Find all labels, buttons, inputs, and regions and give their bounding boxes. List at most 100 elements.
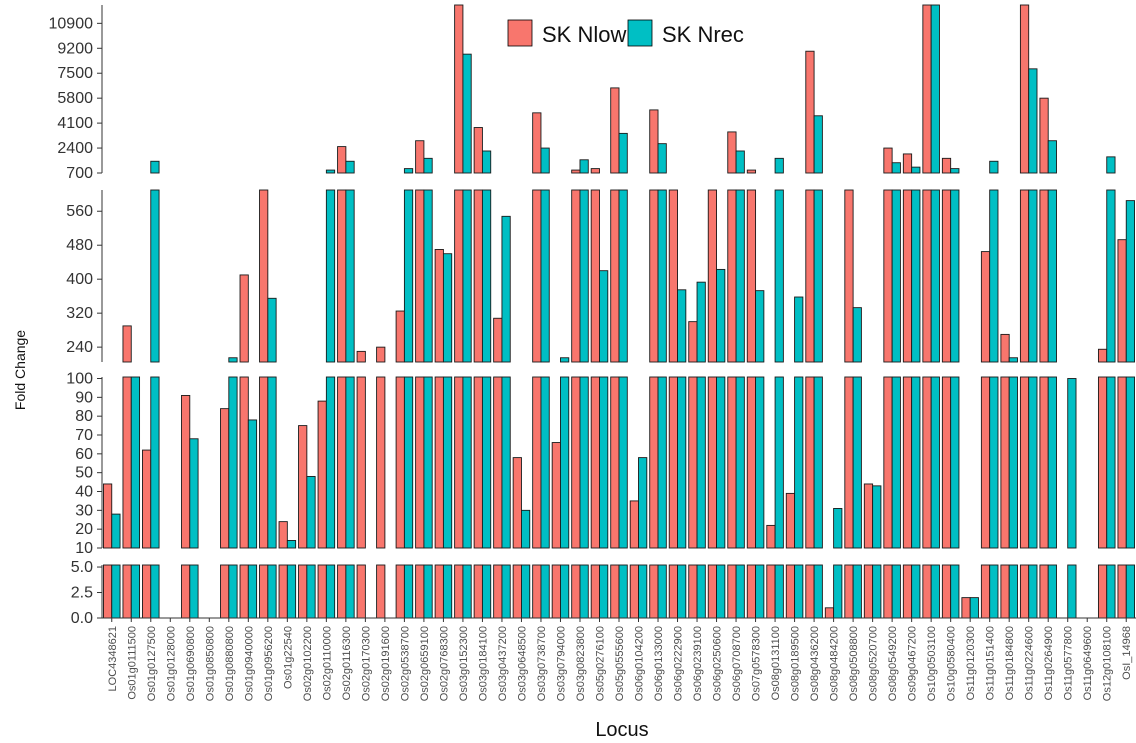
bar-sk-nrec-os03g0794000-panel-1	[560, 564, 570, 619]
bar-sk-nlow-os01g0690800-panel-2	[181, 395, 191, 549]
x-tick-label-os02g0110000: Os02g0110000	[321, 626, 333, 700]
bar-sk-nlow-osi-14968-panel-3	[1117, 239, 1127, 363]
bar-sk-nlow-os06g0222900-panel-3	[668, 189, 678, 363]
bar-sk-nrec-os08g0508800-panel-1	[852, 564, 862, 619]
y-tick-label-5-0: 5.0	[71, 559, 93, 576]
bar-sk-nlow-os01g0940000-panel-1	[239, 564, 249, 619]
bar-sk-nlow-os11g0224600-panel-1	[1019, 564, 1030, 619]
bar-sk-nlow-os08g0436200-panel-2	[805, 376, 815, 549]
bar-sk-nrec-os02g0538700-panel-1	[403, 564, 414, 619]
bar-sk-nrec-loc4348621-panel-1	[111, 564, 121, 619]
bar-sk-nlow-os10g0503100-panel-1	[922, 564, 932, 619]
x-tick-label-os02g0768300: Os02g0768300	[438, 626, 450, 701]
bar-sk-nlow-os06g0708700-panel-1	[727, 564, 737, 619]
bar-sk-nrec-os06g0133000-panel-2	[657, 376, 667, 549]
bar-sk-nrec-os05g0276100-panel-1	[599, 564, 609, 619]
bar-sk-nrec-os09g0467200-panel-2	[911, 376, 921, 549]
bar-sk-nrec-os03g0152300-panel-2	[462, 376, 472, 549]
x-tick-label-os01g0880800: Os01g0880800	[224, 626, 236, 701]
x-tick-label-os08g0520700: Os08g0520700	[868, 626, 880, 701]
bar-sk-nrec-os10g0503100-panel-3	[930, 189, 940, 363]
bar-sk-nrec-os08g0549200-panel-1	[891, 564, 901, 619]
bar-sk-nrec-os11g0264900-panel-4	[1047, 140, 1057, 174]
x-tick-label-os03g0184100: Os03g0184100	[477, 626, 489, 701]
x-tick-label-os10g0580400: Os10g0580400	[946, 626, 958, 701]
bar-sk-nlow-os01g0690800-panel-1	[181, 564, 191, 619]
bar-sk-nlow-os11g0264900-panel-4	[1039, 97, 1049, 174]
bar-sk-nrec-os10g0580400-panel-2	[950, 376, 960, 549]
x-tick-label-os05g0555600: Os05g0555600	[614, 626, 626, 701]
bar-sk-nlow-os01g0956200-panel-3	[259, 189, 269, 363]
x-tick-label-os02g0170300: Os02g0170300	[360, 626, 372, 701]
bar-sk-nrec-os03g0184100-panel-4	[481, 150, 492, 174]
bar-sk-nrec-os02g0538700-panel-3	[403, 189, 414, 363]
bar-sk-nlow-os06g0239100-panel-1	[688, 564, 698, 619]
bar-sk-nrec-os03g0738700-panel-2	[540, 376, 550, 549]
bar-sk-nlow-os08g0549200-panel-4	[883, 147, 893, 174]
bar-sk-nrec-os02g0659100-panel-3	[423, 189, 433, 363]
x-tick-label-os02g0116300: Os02g0116300	[341, 626, 353, 700]
bar-sk-nlow-os02g0659100-panel-2	[415, 376, 425, 549]
x-tick-label-os12g0108100: Os12g0108100	[1102, 626, 1114, 701]
bar-sk-nlow-osi-14968-panel-1	[1117, 564, 1127, 619]
bar-sk-nlow-os03g0823800-panel-4	[571, 169, 581, 174]
bar-sk-nlow-os02g0191600-panel-2	[376, 376, 386, 549]
x-tick-label-os01g0850800: Os01g0850800	[204, 626, 216, 701]
bar-sk-nrec-os03g0184100-panel-3	[481, 189, 492, 363]
bar-sk-nrec-os06g0250600-panel-3	[716, 268, 726, 363]
x-tick-label-os01g0690800: Os01g0690800	[185, 626, 197, 701]
bar-sk-nlow-os10g0503100-panel-4	[922, 4, 932, 174]
y-tick-label-5800: 5800	[57, 90, 93, 107]
x-tick-label-os11g0120300: Os11g0120300	[965, 626, 977, 700]
bar-sk-nlow-os08g0189500-panel-2	[785, 492, 796, 549]
y-tick-label-400: 400	[66, 271, 93, 288]
bar-sk-nrec-os08g0549200-panel-3	[891, 189, 901, 363]
bar-sk-nlow-os02g0191600-panel-1	[376, 564, 386, 619]
x-tick-label-os11g0264900: Os11g0264900	[1043, 626, 1055, 700]
bar-sk-nlow-os06g0708700-panel-2	[727, 376, 737, 549]
y-tick-label-480: 480	[66, 237, 93, 254]
bar-sk-nrec-os12g0108100-panel-4	[1106, 156, 1116, 174]
bar-sk-nlow-os11g0264900-panel-2	[1039, 376, 1049, 549]
bar-sk-nrec-os03g0648500-panel-1	[521, 564, 531, 619]
bar-sk-nrec-os06g0133000-panel-3	[657, 189, 667, 363]
bar-sk-nrec-os08g0436200-panel-2	[813, 376, 823, 549]
bar-sk-nlow-os11g0151400-panel-2	[980, 376, 991, 549]
bar-sk-nlow-os08g0436200-panel-3	[805, 189, 815, 363]
bar-sk-nrec-os08g0520700-panel-2	[872, 485, 882, 549]
y-tick-label-40: 40	[75, 484, 93, 501]
x-tick-label-os06g0708700: Os06g0708700	[731, 626, 743, 701]
bar-sk-nrec-os11g0184800-panel-3	[1008, 357, 1018, 363]
bar-sk-nlow-os01g0940000-panel-2	[239, 376, 249, 549]
bar-sk-nrec-os08g0131100-panel-4	[774, 157, 784, 174]
bar-sk-nrec-os01g0880800-panel-1	[228, 564, 238, 619]
x-tick-label-os09g0467200: Os09g0467200	[907, 626, 919, 701]
bar-sk-nrec-os11g0184800-panel-1	[1008, 564, 1018, 619]
x-tick-label-os02g0659100: Os02g0659100	[419, 626, 431, 701]
bar-sk-nlow-os02g0110000-panel-1	[317, 564, 327, 619]
bar-sk-nrec-os01g0956200-panel-1	[267, 564, 277, 619]
bar-sk-nlow-os06g0250600-panel-1	[707, 564, 718, 619]
bar-sk-nrec-os03g0823800-panel-2	[579, 376, 589, 549]
x-tick-label-os11g0184800: Os11g0184800	[1004, 626, 1016, 700]
bar-sk-nrec-os02g0659100-panel-4	[423, 157, 433, 174]
bar-sk-nrec-os02g0102200-panel-2	[306, 475, 316, 549]
bar-sk-nlow-os03g0794000-panel-2	[551, 442, 561, 549]
bar-sk-nlow-os02g0116300-panel-3	[337, 189, 347, 363]
bar-sk-nrec-os03g0152300-panel-3	[462, 189, 472, 363]
bar-sk-nlow-os02g0659100-panel-3	[415, 189, 425, 363]
bar-sk-nrec-os06g0133000-panel-1	[657, 564, 667, 619]
bar-sk-nrec-os02g0768300-panel-2	[442, 376, 453, 549]
y-tick-label-50: 50	[75, 465, 93, 482]
bar-sk-nrec-os09g0467200-panel-4	[911, 166, 921, 174]
bar-sk-nrec-os10g0580400-panel-3	[950, 189, 960, 363]
y-tick-label-2-5: 2.5	[71, 585, 93, 602]
bar-sk-nlow-os11g0224600-panel-4	[1019, 4, 1030, 174]
bar-sk-nlow-os03g0184100-panel-3	[473, 189, 483, 363]
bar-sk-nlow-os11g0184800-panel-1	[1000, 564, 1010, 619]
bar-sk-nlow-os09g0467200-panel-2	[902, 376, 913, 549]
y-tick-label-7500: 7500	[57, 65, 93, 82]
bar-sk-nlow-os08g0131100-panel-2	[766, 524, 776, 549]
bar-sk-nlow-os05g0555600-panel-2	[610, 376, 620, 549]
bar-sk-nrec-os05g0276100-panel-2	[599, 376, 609, 549]
